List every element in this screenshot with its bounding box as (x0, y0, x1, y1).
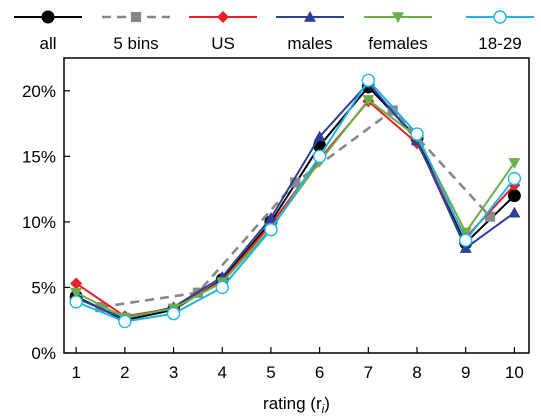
legend-label: males (287, 34, 332, 53)
data-point (459, 242, 472, 253)
x-tick-label: 1 (71, 363, 80, 382)
data-point (507, 189, 521, 203)
data-point (459, 227, 472, 239)
y-tick-label: 15% (22, 147, 56, 166)
data-point (118, 314, 132, 329)
legend-label: 18-29 (478, 34, 521, 53)
series-line (75, 98, 516, 319)
x-tick-label: 4 (218, 363, 227, 382)
data-point (70, 287, 83, 299)
data-point (362, 95, 375, 106)
series-all (69, 80, 521, 327)
legend-item: 5 bins (102, 11, 170, 53)
data-point (508, 206, 521, 218)
legend-item: 18-29 (466, 10, 534, 53)
plot-frame (63, 57, 530, 354)
data-point (312, 149, 327, 164)
legend-label: 5 bins (113, 34, 158, 53)
y-tick-label: 20% (22, 82, 56, 101)
legend: all 5 bins US males females 18-29 (14, 10, 534, 53)
x-tick-label: 3 (169, 363, 178, 382)
legend-marker (304, 11, 316, 22)
data-point (290, 177, 301, 188)
data-point (484, 211, 496, 222)
y-tick-label: 5% (31, 278, 56, 297)
y-axis: 0% 5% 10% 15% 20% (22, 82, 70, 363)
x-tick-label: 6 (315, 363, 324, 382)
series-line (100, 109, 492, 309)
legend-item: males (276, 11, 344, 53)
legend-label: US (211, 34, 235, 53)
legend-label: females (368, 34, 428, 53)
data-point (508, 158, 521, 169)
x-axis: 1 2 3 4 5 6 7 8 9 10 (71, 347, 524, 382)
data-point (507, 171, 522, 186)
legend-marker (493, 10, 507, 24)
data-point (264, 211, 277, 223)
data-point (69, 295, 83, 309)
x-tick-label: 10 (505, 363, 524, 382)
legend-marker (217, 11, 229, 23)
x-tick-label: 8 (412, 363, 421, 382)
data-point (70, 277, 83, 290)
data-point (361, 73, 376, 87)
x-axis-title-text: rating (r (263, 394, 322, 413)
legend-marker (41, 10, 55, 24)
legend-marker (392, 12, 404, 23)
x-axis-title: rating (ri) (263, 394, 330, 416)
series-males (70, 76, 521, 324)
x-tick-label: 7 (364, 363, 373, 382)
y-tick-label: 10% (22, 213, 56, 232)
series-females (70, 95, 521, 324)
x-tick-label: 2 (120, 363, 129, 382)
series-line (75, 79, 516, 323)
y-tick-label: 0% (31, 344, 56, 363)
series-layer (69, 73, 522, 329)
x-axis-title-close: ) (324, 394, 330, 413)
x-axis-title-subscript: i (322, 402, 325, 416)
x-tick-label: 9 (461, 363, 470, 382)
data-point (459, 233, 473, 247)
legend-marker (130, 11, 142, 23)
data-point (215, 280, 229, 295)
series-5-bins (95, 105, 496, 313)
data-point (166, 306, 181, 321)
data-point (410, 127, 424, 141)
x-tick-label: 5 (266, 363, 275, 382)
data-point (264, 223, 278, 237)
legend-item: females (364, 12, 432, 53)
legend-label: all (39, 34, 56, 53)
series-18-29 (69, 73, 522, 329)
data-point (313, 130, 326, 142)
legend-item: US (189, 11, 257, 53)
legend-item: all (14, 10, 82, 53)
data-point (95, 302, 106, 313)
